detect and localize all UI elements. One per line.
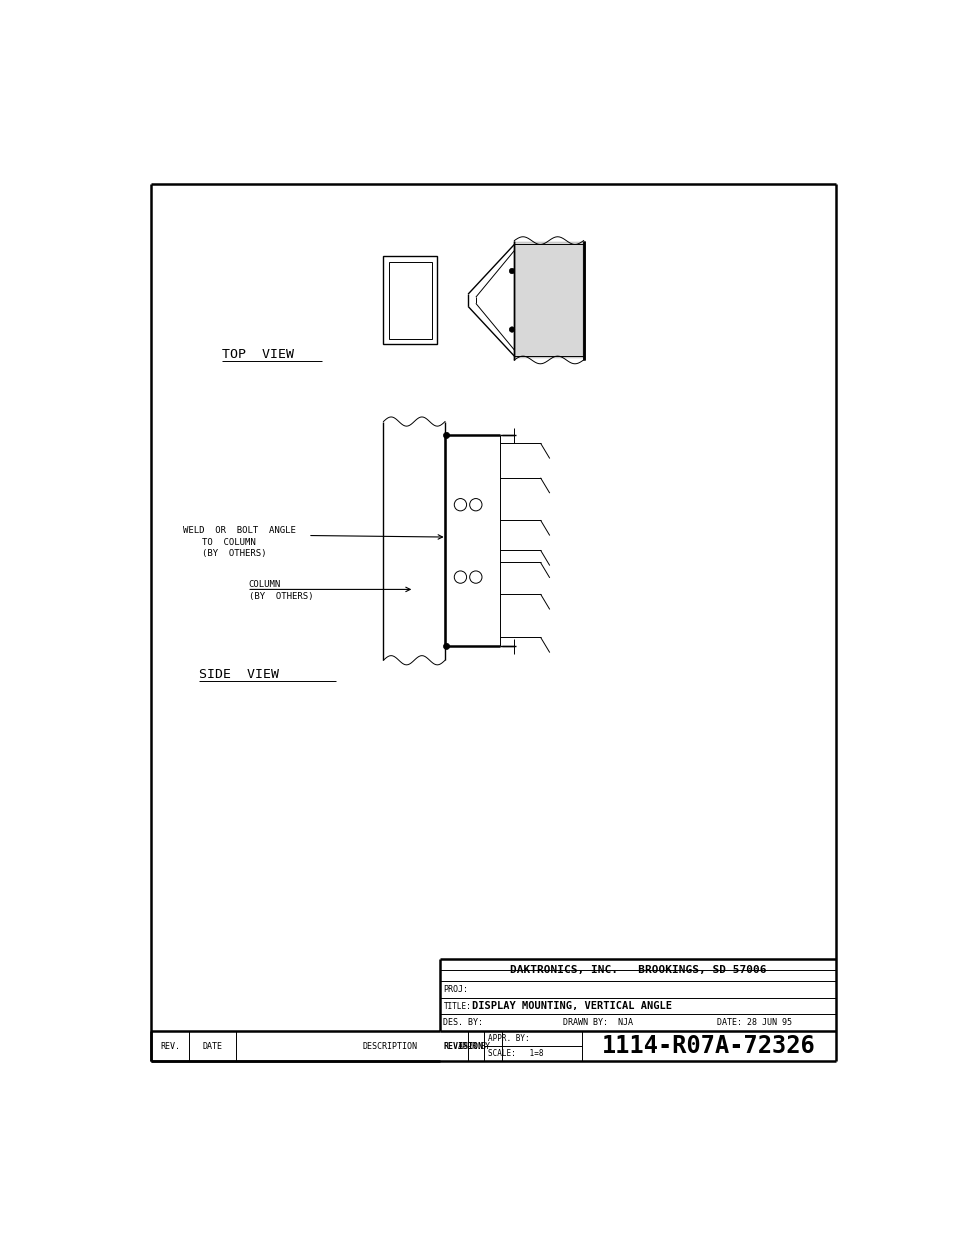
Bar <box>515 242 582 358</box>
Text: 1114-R07A-72326: 1114-R07A-72326 <box>601 1034 815 1058</box>
Text: DATE: 28 JUN 95: DATE: 28 JUN 95 <box>716 1019 791 1028</box>
Bar <box>389 262 432 338</box>
Text: REV.: REV. <box>160 1041 180 1051</box>
Text: DATE: DATE <box>202 1041 222 1051</box>
Circle shape <box>509 268 515 274</box>
Text: SIDE  VIEW: SIDE VIEW <box>198 668 278 680</box>
Text: DESCRIPTION: DESCRIPTION <box>362 1041 417 1051</box>
Text: APPR. BY:: APPR. BY: <box>488 1034 529 1044</box>
Text: DRAWN BY:  NJA: DRAWN BY: NJA <box>562 1019 632 1028</box>
Text: BY: BY <box>479 1041 490 1051</box>
Text: COLUMN: COLUMN <box>249 580 280 589</box>
Circle shape <box>509 327 515 332</box>
Text: DES. BY:: DES. BY: <box>443 1019 483 1028</box>
Text: REVISION: REVISION <box>443 1041 483 1051</box>
Text: (BY  OTHERS): (BY OTHERS) <box>249 592 313 601</box>
Text: TOP  VIEW: TOP VIEW <box>221 348 294 362</box>
Circle shape <box>443 432 449 438</box>
Circle shape <box>443 643 449 650</box>
Text: WELD  OR  BOLT  ANGLE: WELD OR BOLT ANGLE <box>183 526 295 536</box>
Text: DISPLAY MOUNTING, VERTICAL ANGLE: DISPLAY MOUNTING, VERTICAL ANGLE <box>472 1002 671 1011</box>
Text: (BY  OTHERS): (BY OTHERS) <box>202 550 267 558</box>
Text: SCALE:   1=8: SCALE: 1=8 <box>488 1049 543 1058</box>
Text: PROJ:: PROJ: <box>443 984 468 993</box>
Text: APPR.: APPR. <box>457 1041 483 1051</box>
Text: DAKTRONICS, INC.   BROOKINGS, SD 57006: DAKTRONICS, INC. BROOKINGS, SD 57006 <box>509 965 765 974</box>
Text: TITLE:: TITLE: <box>443 1003 471 1011</box>
Bar <box>383 257 436 345</box>
Text: TO  COLUMN: TO COLUMN <box>202 538 256 547</box>
